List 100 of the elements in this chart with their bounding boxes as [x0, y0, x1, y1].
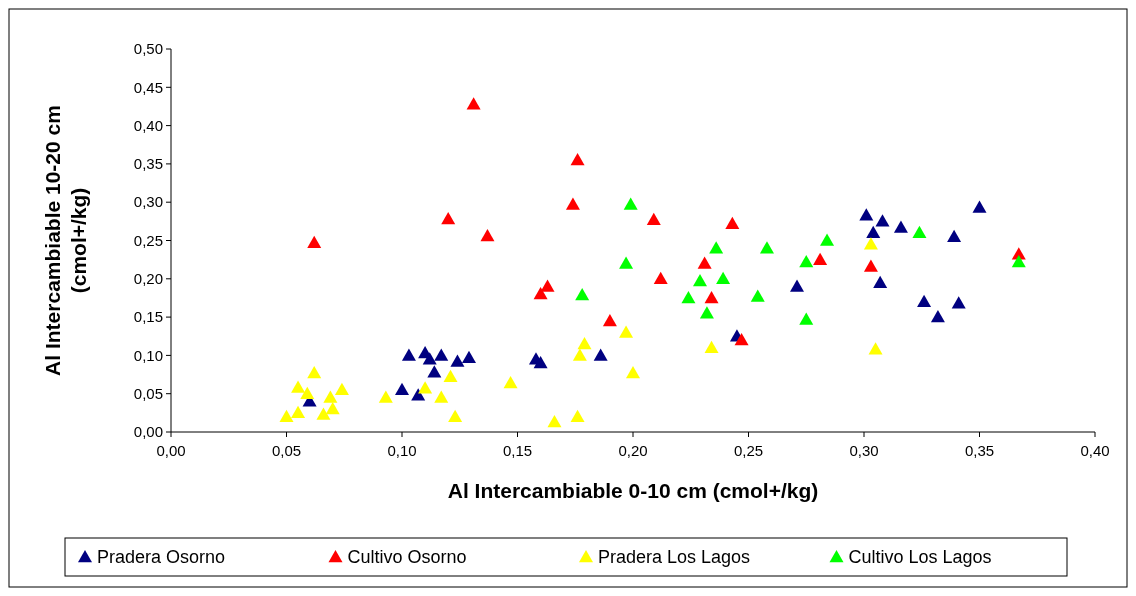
point: [972, 200, 987, 213]
legend-label: Cultivo Osorno: [347, 547, 467, 568]
point: [422, 352, 437, 365]
point: [653, 271, 668, 285]
point: [863, 259, 878, 272]
x-tick-label: 0,00: [156, 442, 186, 459]
point: [316, 407, 331, 420]
point: [917, 294, 932, 308]
point: [716, 271, 731, 285]
point: [799, 312, 814, 325]
point: [434, 348, 449, 361]
point: [575, 287, 590, 301]
point: [540, 279, 555, 292]
point: [704, 290, 719, 304]
legend-label: Pradera Los Lagos: [598, 547, 751, 568]
point: [450, 354, 465, 367]
point: [325, 402, 340, 415]
y-tick-label: 0,50: [133, 40, 163, 58]
x-tick-label: 0,40: [1080, 442, 1110, 459]
point: [866, 225, 881, 239]
point: [930, 310, 945, 323]
point: [951, 296, 966, 309]
point: [577, 336, 592, 350]
point: [572, 348, 587, 361]
point: [547, 415, 562, 428]
y-tick-label: 0,45: [133, 78, 163, 96]
x-axis-title: Al Intercambiable 0-10 cm (cmol+/kg): [447, 479, 819, 502]
x-tick-label: 0,30: [849, 442, 879, 459]
y-tick-label: 0,25: [133, 231, 163, 249]
legend-label: Pradera Osorno: [97, 547, 226, 568]
point: [912, 225, 927, 239]
point: [699, 306, 714, 319]
y-tick-label: 0,00: [133, 423, 163, 441]
point: [427, 365, 442, 378]
y-tick-label: 0,35: [133, 155, 163, 173]
point: [503, 375, 518, 389]
point: [750, 289, 765, 302]
point: [441, 212, 456, 225]
x-tick-label: 0,25: [733, 442, 764, 459]
point: [448, 409, 463, 422]
point: [681, 290, 696, 304]
point: [395, 382, 409, 396]
x-tick-label: 0,15: [502, 442, 533, 459]
point: [868, 342, 883, 355]
point: [1011, 254, 1026, 268]
point: [697, 256, 712, 269]
point: [813, 252, 828, 265]
point: [418, 381, 433, 394]
y-axis-title: Al Intercambiable 10-20 cm (cmol+/kg): [41, 105, 90, 376]
point: [570, 153, 585, 166]
point: [619, 325, 634, 338]
point: [401, 348, 416, 361]
point: [704, 340, 719, 353]
point: [734, 333, 749, 346]
point: [461, 350, 476, 363]
point: [692, 274, 707, 287]
point: [533, 287, 548, 300]
point: [859, 208, 874, 221]
point: [291, 405, 306, 419]
point: [725, 216, 740, 229]
point: [873, 275, 888, 288]
point: [646, 212, 661, 226]
point: [334, 382, 349, 396]
point: [602, 313, 617, 327]
point: [307, 366, 322, 379]
point: [300, 386, 315, 399]
point: [434, 390, 449, 403]
point: [820, 233, 835, 246]
point: [893, 220, 908, 233]
x-tick-label: 0,05: [271, 442, 302, 459]
point: [443, 369, 458, 383]
point: [709, 241, 724, 254]
legend-label: Cultivo Los Lagos: [848, 547, 992, 568]
point: [593, 348, 608, 361]
point: [307, 235, 322, 249]
point: [799, 254, 814, 268]
point: [623, 197, 638, 210]
y-tick-label: 0,40: [133, 116, 163, 134]
point: [466, 97, 481, 110]
point: [570, 409, 585, 422]
x-tick-label: 0,20: [618, 442, 648, 459]
x-tick-label: 0,35: [964, 442, 995, 459]
point: [480, 228, 495, 242]
point: [291, 380, 306, 393]
y-tick-label: 0,05: [133, 384, 163, 402]
point: [626, 366, 640, 379]
point: [378, 390, 393, 403]
y-tick-label: 0,30: [133, 193, 163, 211]
y-tick-label: 0,20: [133, 270, 163, 288]
point: [279, 409, 294, 422]
point: [790, 279, 805, 292]
point: [323, 390, 338, 403]
point: [875, 214, 890, 227]
y-tick-label: 0,10: [133, 346, 163, 364]
point: [565, 197, 580, 210]
point: [533, 356, 548, 369]
x-tick-label: 0,10: [387, 442, 417, 459]
point: [619, 256, 634, 269]
point: [947, 229, 962, 242]
y-tick-label: 0,15: [133, 308, 163, 326]
